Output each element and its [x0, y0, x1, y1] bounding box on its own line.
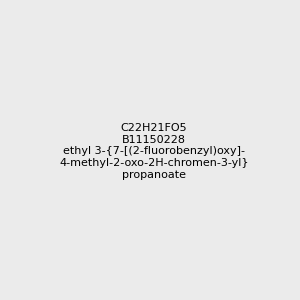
Text: C22H21FO5
B11150228
ethyl 3-{7-[(2-fluorobenzyl)oxy]-
4-methyl-2-oxo-2H-chromen-: C22H21FO5 B11150228 ethyl 3-{7-[(2-fluor…	[59, 123, 248, 180]
